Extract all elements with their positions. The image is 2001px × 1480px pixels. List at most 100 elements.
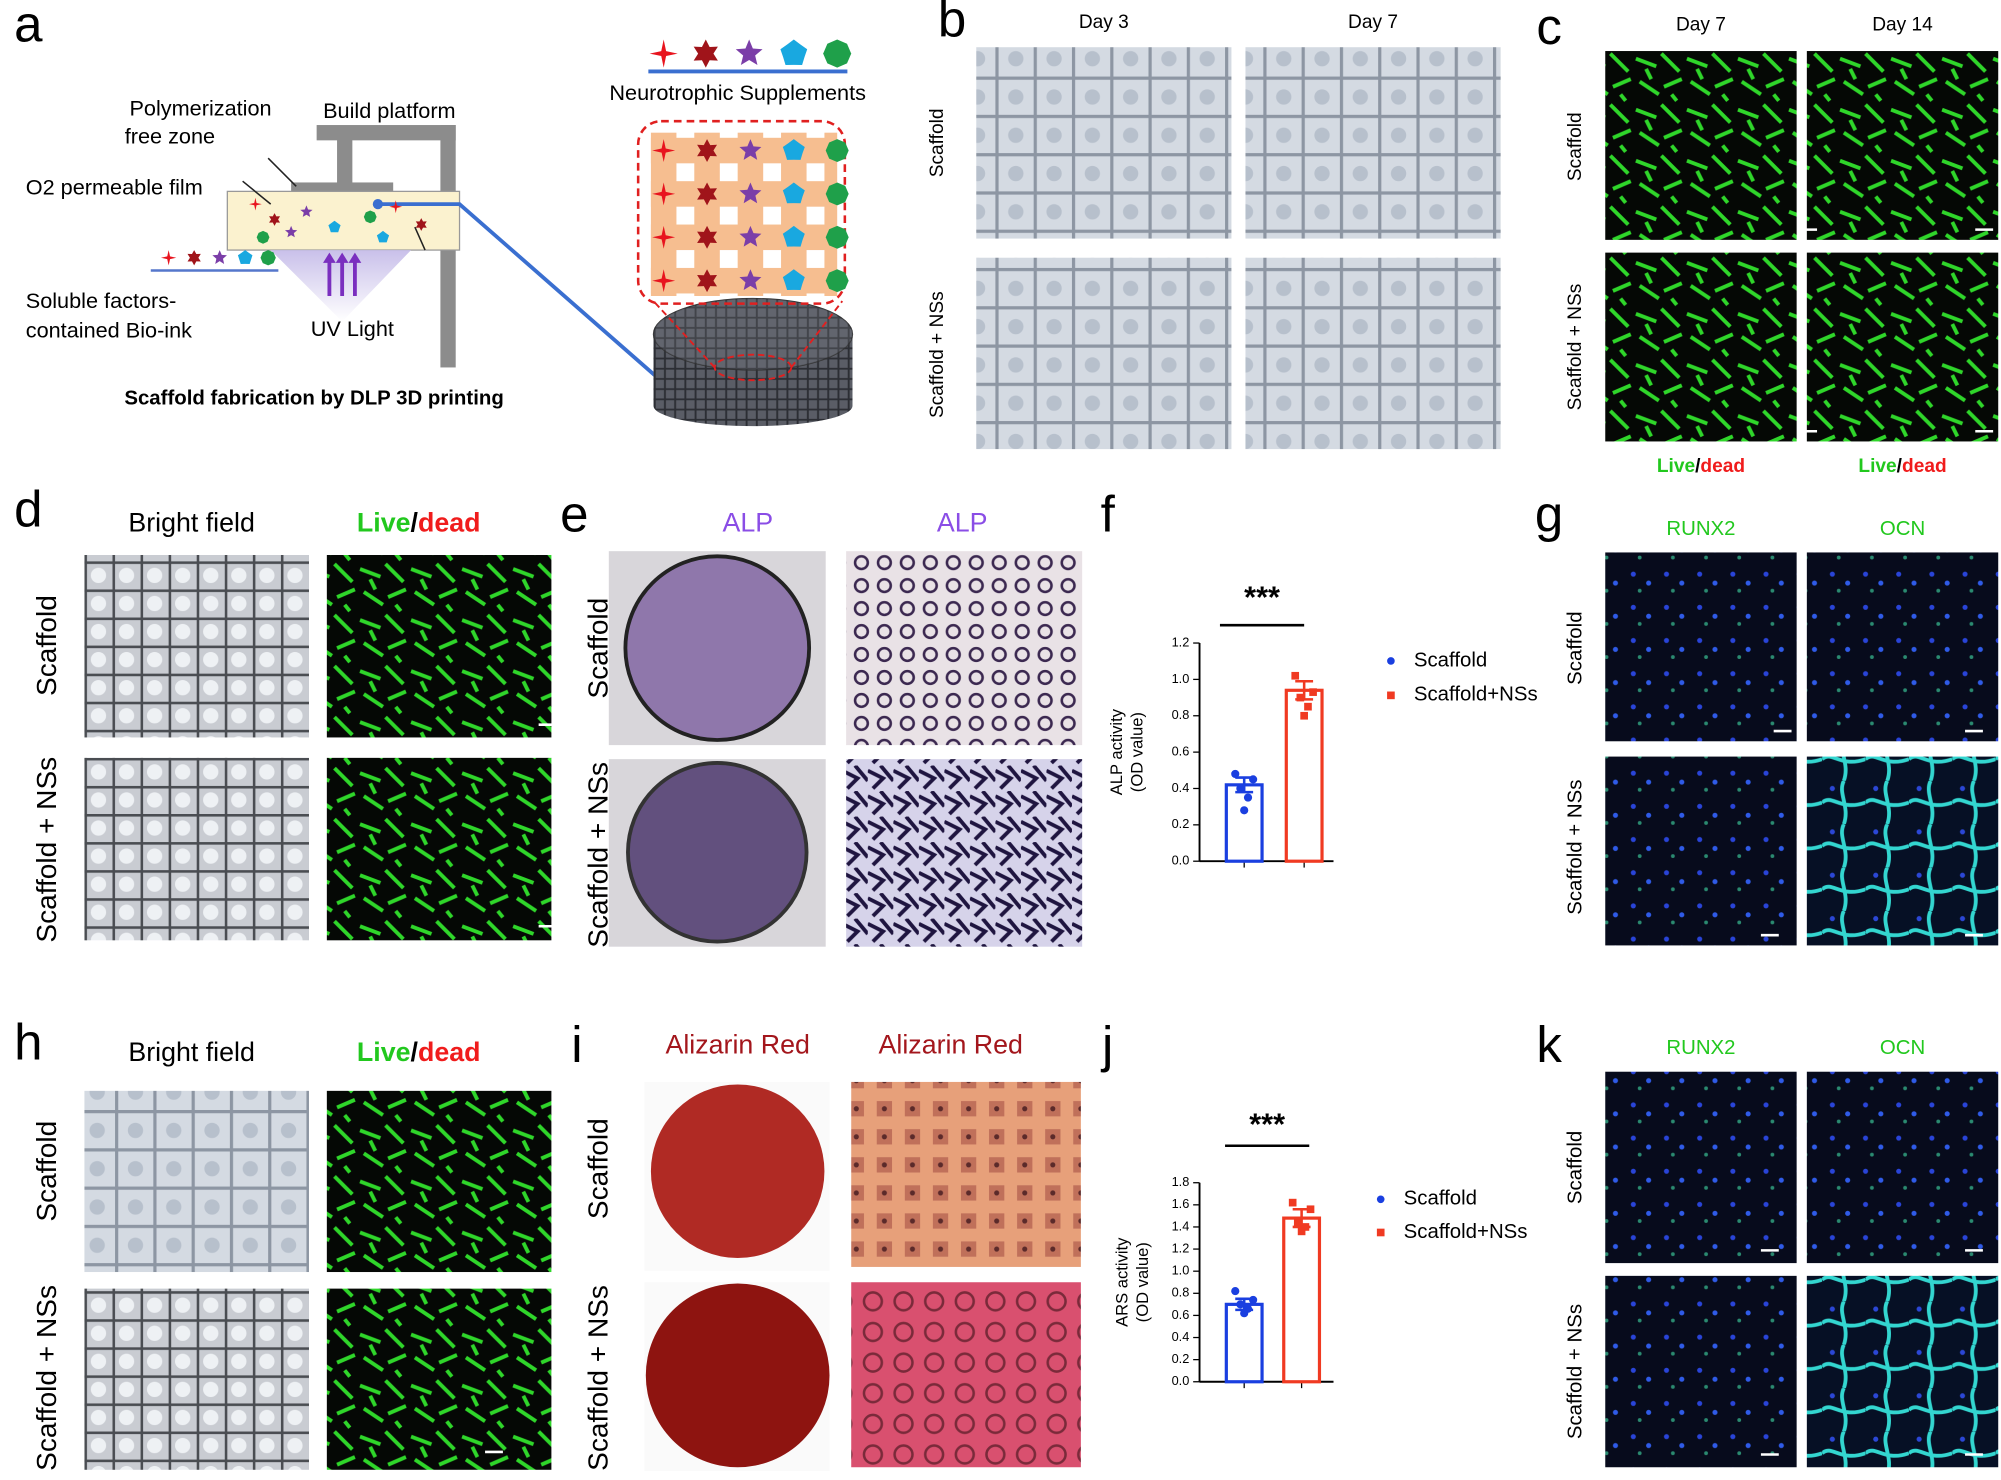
data-point: [1309, 688, 1317, 696]
label: RUNX2: [1666, 518, 1735, 540]
live-dead-part: Live: [1657, 456, 1695, 477]
well-photo: [650, 1084, 825, 1258]
panel-label: d: [14, 480, 42, 537]
micrograph: [84, 1090, 309, 1273]
symbol: [415, 218, 427, 231]
data-point: [1291, 671, 1300, 680]
micrograph: [1605, 1275, 1797, 1468]
symbol: [652, 225, 676, 249]
label: Scaffold: [31, 595, 62, 696]
y-axis-label: ALP activity: [1107, 708, 1126, 795]
live-dead-part: Live: [357, 507, 411, 537]
label: Soluble factors-: [26, 288, 177, 313]
symbol: [249, 197, 262, 211]
symbol: [782, 225, 805, 247]
printer-diagram: [150, 39, 854, 427]
legend-marker: [1376, 1228, 1385, 1237]
panel-label: c: [1536, 0, 1562, 55]
y-tick-label: 0.0: [1172, 1373, 1190, 1388]
label: Polymerization: [129, 95, 271, 120]
data-point: [1306, 1205, 1315, 1214]
label: O2 permeable film: [26, 175, 203, 200]
data-point: [1236, 1300, 1245, 1309]
symbol: [363, 210, 377, 224]
panel-label: k: [1536, 1016, 1562, 1073]
micrograph: [1605, 756, 1797, 946]
data-point: [1293, 1218, 1302, 1227]
label: Day 3: [1079, 12, 1129, 33]
live-dead-label: Live/dead: [1858, 456, 1946, 477]
y-tick-label: 1.8: [1172, 1174, 1190, 1189]
data-point: [1231, 769, 1240, 779]
panel-label: f: [1101, 485, 1116, 542]
label: Scaffold + NSs: [1564, 780, 1586, 915]
live-dead-label: Live/dead: [357, 507, 481, 537]
micrograph: [851, 1282, 1081, 1468]
symbol: [693, 39, 718, 68]
label: Day 7: [1348, 12, 1398, 33]
live-dead-part: dead: [1700, 456, 1745, 477]
data-point: [1297, 1227, 1306, 1236]
y-tick-label: 1.2: [1172, 1240, 1190, 1255]
y-axis-label: (OD value): [1128, 712, 1147, 792]
symbol: [160, 250, 177, 266]
symbol: [825, 182, 849, 206]
micrograph: [1806, 252, 1999, 442]
y-axis-label: ARS activity: [1112, 1237, 1131, 1327]
micrograph: [976, 257, 1232, 450]
significance: ***: [1244, 581, 1280, 615]
y-tick-label: 1.4: [1172, 1218, 1190, 1233]
label: contained Bio-ink: [26, 317, 192, 342]
label: OCN: [1880, 518, 1925, 540]
micrograph: [976, 47, 1232, 239]
symbol: [212, 250, 227, 264]
y-tick-label: 0.4: [1172, 780, 1190, 795]
symbol: [739, 182, 762, 204]
label: Scaffold + NSs: [31, 1285, 62, 1471]
symbol: [739, 139, 762, 160]
label: Scaffold + NSs: [927, 291, 948, 418]
symbol: [825, 225, 849, 249]
micrograph: [1806, 1275, 1999, 1468]
y-axis-label: (OD value): [1133, 1242, 1152, 1322]
label: Alizarin Red: [879, 1029, 1023, 1059]
y-tick-label: 0.8: [1172, 707, 1190, 722]
y-tick-label: 0.0: [1172, 853, 1190, 868]
micrograph: [1605, 252, 1797, 442]
micrograph: [851, 1081, 1081, 1267]
live-dead-label: Live/dead: [1657, 456, 1745, 477]
micrograph: [84, 757, 309, 941]
live-dead-part: /: [411, 1037, 419, 1067]
data-point: [1249, 1295, 1258, 1305]
label: free zone: [125, 124, 215, 149]
data-point: [1243, 793, 1253, 802]
label: Alizarin Red: [665, 1029, 809, 1059]
live-dead-part: Live: [1858, 456, 1896, 477]
micrograph: [1806, 756, 1999, 946]
micrograph: [1806, 1071, 1999, 1264]
data-point: [1296, 693, 1305, 702]
micrograph: [326, 1090, 552, 1273]
micrograph: [326, 1288, 552, 1470]
label: Scaffold: [1564, 1131, 1586, 1204]
symbol: [269, 213, 281, 226]
symbol: [782, 182, 805, 204]
label: Scaffold + NSs: [1565, 284, 1586, 411]
y-tick-label: 0.2: [1172, 1351, 1190, 1366]
micrograph: [846, 759, 1083, 947]
data-point: [1300, 711, 1308, 720]
symbol: [652, 269, 676, 293]
symbol: [825, 139, 849, 163]
data-point: [1240, 806, 1249, 815]
data-point: [1236, 784, 1245, 793]
data-point: [1231, 1287, 1240, 1296]
panel-label: g: [1535, 485, 1563, 542]
label: Scaffold + NSs: [31, 757, 62, 943]
y-tick-label: 0.6: [1172, 743, 1190, 758]
symbol: [697, 139, 718, 163]
symbol: [697, 225, 718, 249]
micrograph: [846, 551, 1083, 746]
y-tick-label: 1.0: [1172, 1263, 1190, 1278]
symbol: [823, 39, 852, 68]
